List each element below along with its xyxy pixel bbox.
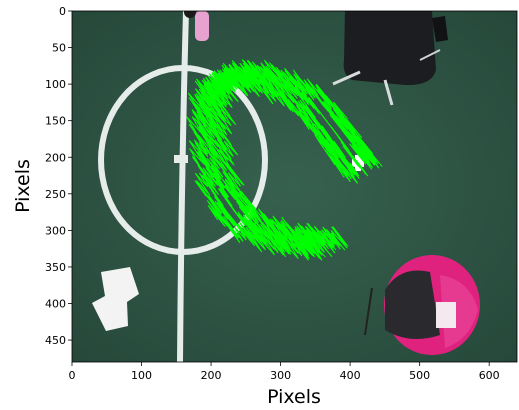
y-tick-label: 0 [59, 5, 66, 18]
x-tick-label: 500 [409, 369, 430, 382]
y-tick-label: 350 [45, 261, 66, 274]
x-tick-label: 300 [270, 369, 291, 382]
x-tick-label: 600 [479, 369, 500, 382]
pink-bottle [195, 11, 209, 41]
dark-ball [184, 11, 196, 18]
trajectory-line [192, 70, 360, 259]
paper-sheets [92, 267, 139, 331]
pink-backpack [364, 255, 480, 355]
y-tick-label: 450 [45, 334, 66, 347]
y-tick-label: 300 [45, 224, 66, 237]
center-line [177, 11, 189, 362]
x-tick-label: 0 [69, 369, 76, 382]
y-tick-label: 100 [45, 78, 66, 91]
y-tick-label: 200 [45, 151, 66, 164]
y-tick-label: 250 [45, 188, 66, 201]
trajectory-series [186, 59, 383, 261]
center-mark [174, 155, 188, 163]
camera-image [72, 11, 517, 362]
trajectory-line [207, 59, 373, 251]
x-tick-label: 100 [131, 369, 152, 382]
y-axis-title: Pixels [12, 159, 34, 213]
plot-frame [71, 10, 518, 363]
trajectory-line [213, 59, 383, 249]
field-lines [98, 11, 268, 362]
trajectory-line [186, 72, 358, 261]
x-axis-title: Pixels [267, 386, 321, 408]
y-axis: 0 50 100 150 200 250 300 350 400 450 [45, 5, 72, 347]
x-tick-label: 200 [201, 369, 222, 382]
x-axis: 0 100 200 300 400 500 600 [69, 362, 500, 382]
y-tick-label: 150 [45, 115, 66, 128]
y-tick-label: 50 [52, 42, 66, 55]
center-circle [98, 65, 268, 255]
x-tick-label: 400 [340, 369, 361, 382]
office-chair [332, 11, 448, 106]
y-tick-label: 400 [45, 298, 66, 311]
